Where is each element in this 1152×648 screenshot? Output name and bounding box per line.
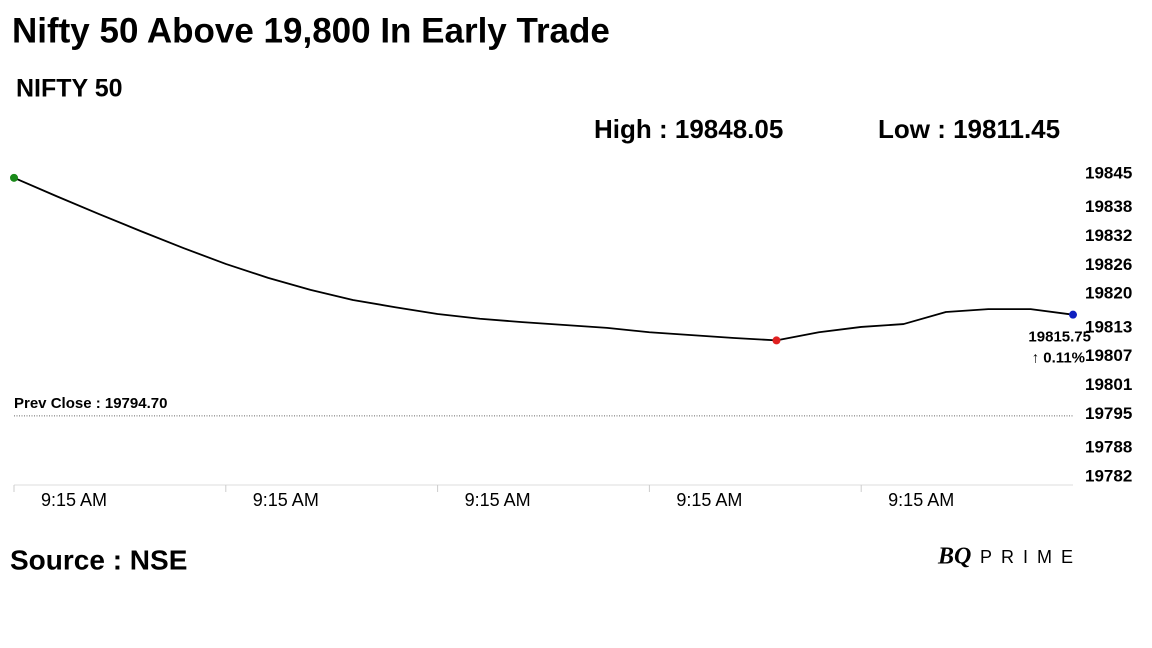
y-tick-label: 19838 xyxy=(1085,197,1132,216)
logo-word: PRIME xyxy=(980,547,1082,567)
chart-subtitle: NIFTY 50 xyxy=(16,75,123,103)
source: Source : NSE xyxy=(10,544,187,575)
point-marker xyxy=(772,336,781,345)
x-tick-label: 9:15 AM xyxy=(888,490,954,510)
point-marker xyxy=(10,173,18,182)
logo-mark: BQ xyxy=(937,544,971,570)
y-tick-label: 19801 xyxy=(1085,375,1132,394)
y-tick-label: 19813 xyxy=(1085,317,1132,336)
y-tick-label: 19845 xyxy=(1085,163,1132,182)
y-tick-label: 19788 xyxy=(1085,438,1132,457)
chart-title: Nifty 50 Above 19,800 In Early Trade xyxy=(12,11,610,50)
y-tick-label: 19832 xyxy=(1085,226,1132,245)
x-tick-label: 9:15 AM xyxy=(41,490,107,510)
y-tick-label: 19820 xyxy=(1085,284,1132,303)
prev-close-label: Prev Close : 19794.70 xyxy=(14,395,167,412)
line xyxy=(13,177,1074,342)
y-tick-label: 19826 xyxy=(1085,255,1132,274)
last-value-label: 19815.75 xyxy=(1028,329,1091,346)
x-tick-label: 9:15 AM xyxy=(465,490,531,510)
x-tick-label: 9:15 AM xyxy=(676,490,742,510)
y-tick-label: 19782 xyxy=(1085,466,1132,485)
low-label: Low : 19811.45 xyxy=(878,114,1060,144)
change-label: ↑ 0.11% xyxy=(1032,350,1085,367)
high-label: High : 19848.05 xyxy=(594,114,783,144)
point-marker xyxy=(1069,310,1077,319)
y-tick-label: 19795 xyxy=(1085,404,1132,423)
y-tick-label: 19807 xyxy=(1085,346,1132,365)
x-tick-label: 9:15 AM xyxy=(253,490,319,510)
